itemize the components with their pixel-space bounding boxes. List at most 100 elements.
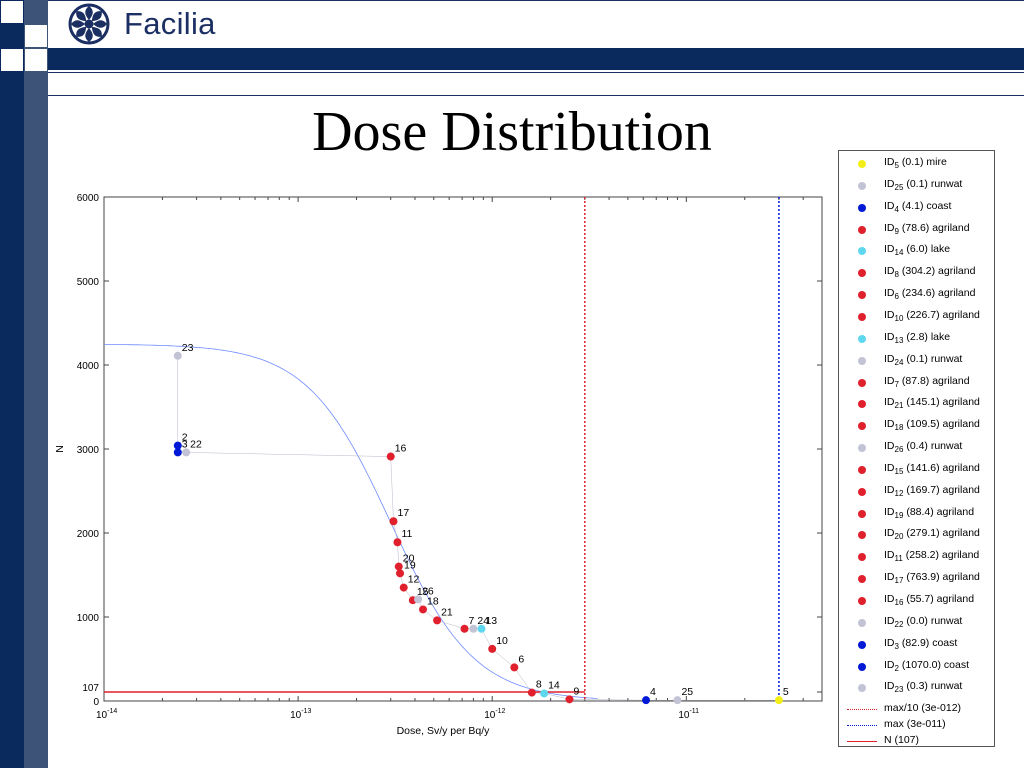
legend-entry: ID16 (55.7) agriland: [839, 592, 994, 612]
legend-label: ID19 (88.4) agriland: [884, 505, 975, 520]
legend-entry: ID24 (0.1) runwat: [839, 352, 994, 372]
data-point-24: [469, 624, 478, 633]
legend-line-marker: [847, 709, 877, 711]
data-point-11: [393, 538, 402, 547]
legend-label: ID16 (55.7) agriland: [884, 593, 975, 608]
legend-marker: [858, 662, 866, 671]
legend-label: ID5 (0.1) mire: [884, 156, 947, 171]
data-point-label: 19: [404, 559, 416, 571]
legend-marker: [858, 203, 866, 212]
data-point-label: 26: [422, 585, 434, 597]
data-point-4: [642, 696, 651, 705]
x-axis-label: Dose, Sv/y per Bq/y: [397, 725, 491, 737]
legend-line-marker: [847, 725, 877, 727]
legend-label: ID21 (145.1) agriland: [884, 396, 980, 411]
data-point-3: [173, 448, 182, 457]
y-tick-label: 4000: [77, 361, 100, 372]
data-point-label: 6: [518, 653, 524, 665]
data-point-14: [540, 689, 549, 698]
data-point-19: [396, 569, 405, 578]
legend-entry: ID4 (4.1) coast: [839, 199, 994, 219]
legend-marker: [858, 618, 866, 627]
data-point-label: 10: [496, 635, 508, 647]
legend-marker: [858, 597, 866, 605]
legend-entry: ID17 (763.9) agriland: [839, 570, 994, 590]
legend-marker: [858, 422, 866, 431]
y-tick-label: 6000: [77, 193, 100, 204]
legend-label: ID2 (1070.0) coast: [884, 658, 969, 673]
data-point-label: 22: [190, 438, 202, 450]
legend-marker: [858, 247, 866, 256]
legend-label: ID13 (2.8) lake: [884, 330, 951, 345]
legend-marker: [858, 160, 866, 168]
legend-marker: [858, 531, 866, 540]
legend-label: ID22 (0.0) runwat: [884, 614, 963, 629]
wheel-logo-icon: [68, 3, 110, 45]
legend-marker: [858, 334, 866, 343]
legend-entry: ID12 (169.7) agriland: [839, 483, 994, 503]
legend-label: ID12 (169.7) agriland: [884, 483, 980, 498]
legend-label: ID25 (0.1) runwat: [884, 177, 963, 192]
legend-entry: ID8 (304.2) agriland: [839, 264, 994, 284]
legend-marker: [858, 378, 866, 387]
legend-marker: [858, 640, 866, 649]
legend-label: N (107): [884, 734, 920, 747]
legend-entry: ID13 (2.8) lake: [839, 330, 994, 350]
legend-marker: [858, 291, 866, 300]
brand-name: Facilia: [124, 6, 216, 41]
corner-square: [25, 25, 47, 47]
legend-entry: ID19 (88.4) agriland: [839, 505, 994, 525]
legend-entry: ID5 (0.1) mire: [839, 155, 994, 175]
legend-label: ID10 (226.7) agriland: [884, 308, 980, 324]
x-tick-label: 10-14: [96, 708, 117, 721]
legend-marker: [858, 312, 866, 321]
legend-entry: ID23 (0.3) runwat: [839, 679, 994, 699]
brand-logo: Facilia: [60, 2, 216, 46]
legend-label: ID4 (4.1) coast: [884, 199, 952, 214]
data-point-label: 2: [182, 432, 188, 444]
chart-legend: ID5 (0.1) mire ID25 (0.1) runwat ID4 (4.1)…: [838, 150, 995, 747]
y-tick-label: 107: [82, 683, 99, 694]
legend-label: ID23 (0.3) runwat: [884, 680, 963, 695]
data-point-18: [419, 605, 428, 614]
plot-area: [103, 196, 823, 702]
legend-label: ID20 (279.1) agriland: [884, 527, 980, 542]
data-point-22: [182, 448, 191, 457]
legend-marker: [858, 487, 866, 496]
data-point-label: 9: [573, 685, 579, 697]
legend-marker: [858, 444, 866, 453]
legend-line-marker: [847, 741, 877, 743]
legend-entry: ID15 (141.6) agriland: [839, 461, 994, 481]
legend-label: max/10 (3e-012): [884, 702, 962, 715]
data-point-label: 7: [469, 615, 475, 627]
legend-entry: ID9 (78.6) agriland: [839, 221, 994, 241]
legend-label: max (3e-011): [884, 718, 946, 731]
data-point-label: 12: [408, 574, 420, 586]
legend-marker: [858, 465, 866, 474]
data-point-label: 21: [441, 606, 453, 618]
x-tick-label: 10-13: [290, 708, 311, 721]
legend-entry: ID20 (279.1) agriland: [839, 526, 994, 546]
legend-marker: [858, 269, 866, 278]
legend-entry: ID26 (0.4) runwat: [839, 439, 994, 459]
data-point-label: 5: [783, 686, 789, 698]
header-rule: [48, 72, 1024, 73]
slide-title: Dose Distribution: [312, 101, 712, 163]
data-point-8: [527, 688, 536, 697]
data-point-20: [394, 562, 403, 571]
y-axis-label: N: [54, 445, 66, 453]
data-point-2: [173, 441, 182, 450]
legend-label: ID7 (87.8) agriland: [884, 374, 970, 389]
y-tick-label: 2000: [77, 529, 100, 540]
legend-label: ID26 (0.4) runwat: [884, 440, 963, 455]
data-point-5: [774, 696, 783, 705]
legend-entry: ID7 (87.8) agriland: [839, 374, 994, 394]
legend-label: ID11 (258.2) agriland: [884, 549, 980, 564]
legend-entry: ID22 (0.0) runwat: [839, 614, 994, 634]
data-point-label: 23: [182, 342, 194, 354]
legend-entry: ID10 (226.7) agriland: [839, 308, 994, 328]
side-strip-slate: [24, 0, 48, 768]
data-point-26: [414, 595, 423, 604]
y-tick-label: 0: [93, 697, 99, 708]
legend-entry: ID21 (145.1) agriland: [839, 395, 994, 415]
